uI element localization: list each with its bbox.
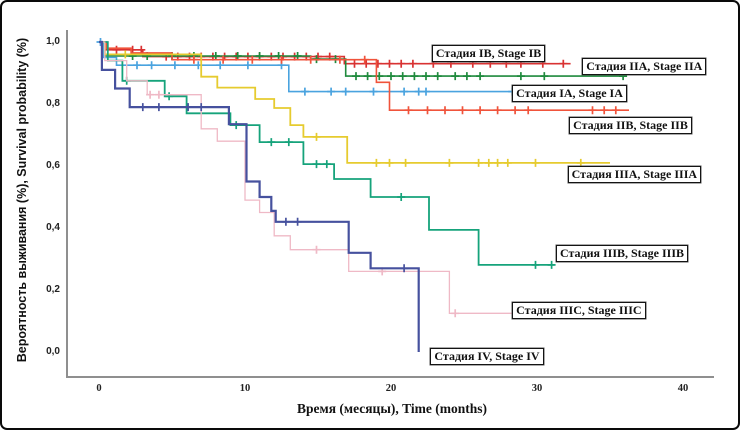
- stage-label-iib: Стадия IIB, Stage IIB: [569, 117, 692, 135]
- stage-label-iiic: Стадия IIIC, Stage IIIC: [512, 302, 646, 320]
- series-iia: [99, 41, 628, 81]
- y-tick-label: 0,2: [46, 284, 60, 295]
- censor-marks-iiia: [121, 50, 585, 167]
- series-line-iv: [99, 40, 420, 352]
- series-iiia: [99, 41, 610, 167]
- stage-label-iia: Стадия IIA, Stage IIA: [582, 58, 707, 76]
- y-tick-label: 0,8: [46, 98, 60, 109]
- stage-label-ib: Стадия IB, Stage IB: [431, 45, 546, 63]
- censor-marks-iib: [189, 55, 620, 115]
- stage-label-ia: Стадия IA, Stage IA: [512, 85, 627, 103]
- series-line-iiic: [99, 41, 513, 314]
- x-axis-title: Время (месяцы), Time (months): [297, 401, 487, 416]
- x-tick-label: 40: [677, 383, 689, 394]
- stage-label-iiia: Стадия IIIA, Stage IIIA: [567, 166, 702, 183]
- stage-label-iv: Стадия IV, Stage IV: [430, 347, 544, 365]
- series-line-iiia: [99, 41, 610, 164]
- x-tick-label: 20: [385, 383, 397, 394]
- series-line-iiib: [99, 41, 555, 266]
- axes-lines: [66, 30, 714, 378]
- series-line-iib: [99, 41, 629, 111]
- y-tick-label: 0,6: [46, 160, 60, 171]
- y-tick-label: 0,0: [46, 346, 60, 357]
- x-tick-label: 10: [239, 383, 251, 394]
- censor-marks-iiic: [146, 90, 460, 318]
- x-tick-label: 0: [96, 383, 102, 394]
- y-axis-title: Вероятность выживания (%), Survival prob…: [15, 37, 29, 363]
- y-tick-label: 1,0: [46, 36, 60, 47]
- series-iib: [99, 41, 629, 115]
- censor-marks-iv: [138, 103, 409, 273]
- series-iv: [99, 40, 420, 352]
- x-tick-label: 30: [531, 383, 543, 394]
- series-iiic: [99, 41, 513, 318]
- y-tick-label: 0,4: [46, 222, 60, 233]
- stage-label-iiib: Стадия IIIB, Stage IIIB: [555, 245, 689, 263]
